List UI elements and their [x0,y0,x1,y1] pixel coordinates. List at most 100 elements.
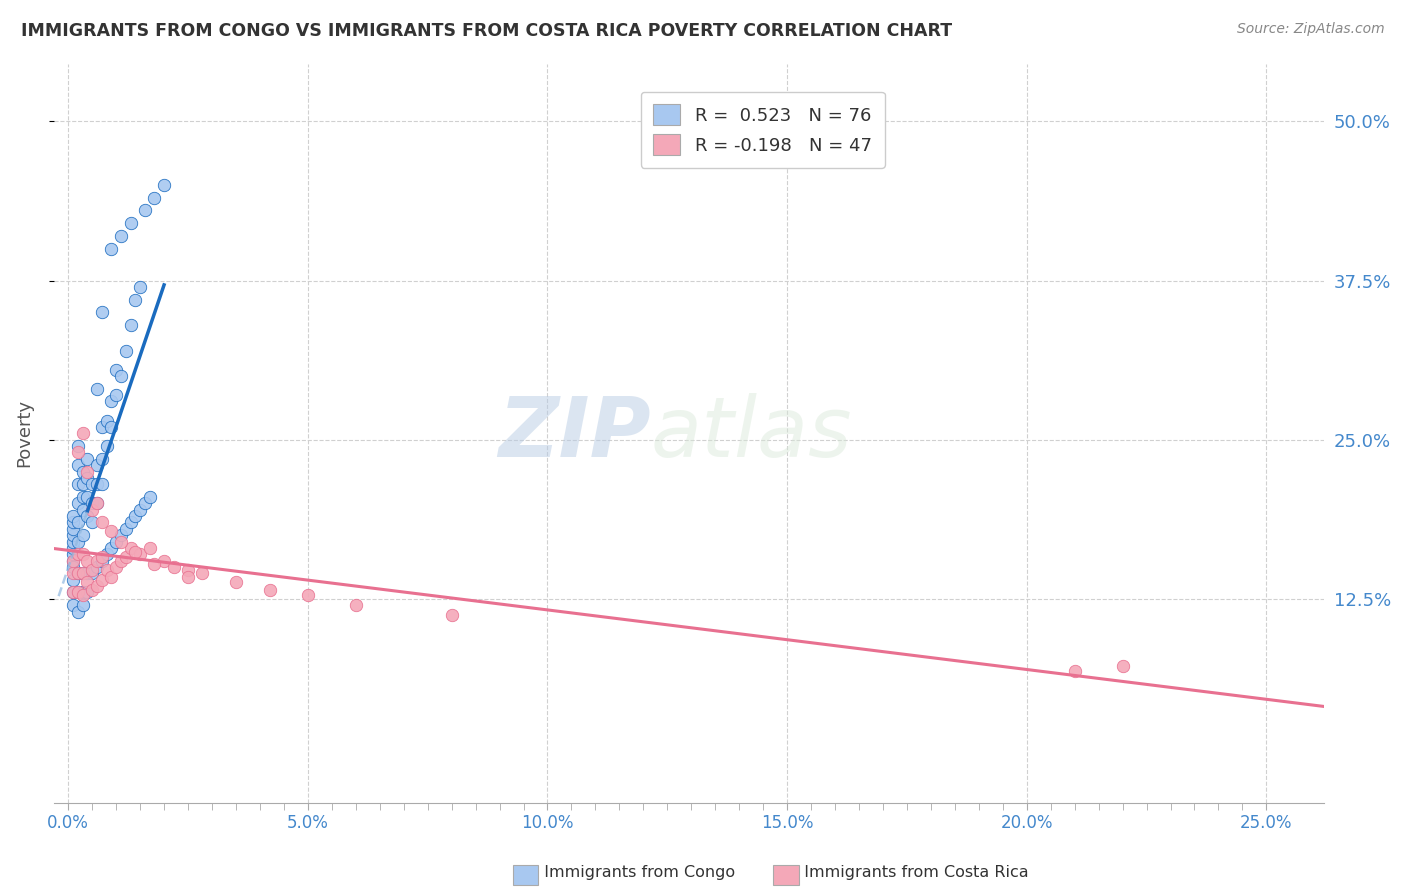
Point [62,585,84,599]
Point [72,566,94,581]
Point [66,534,89,549]
Point [129,547,152,561]
Point [110,528,132,542]
Point [100,541,122,555]
Point [114,343,136,358]
Point [66,585,89,599]
Point [66,585,89,599]
Point [62,516,84,530]
Point [62,547,84,561]
Point [120,318,142,332]
Point [76,451,98,466]
Point [76,585,98,599]
Point [90,477,112,491]
Point [110,369,132,384]
Point [66,439,89,453]
Point [124,293,146,307]
Point [90,451,112,466]
Point [72,465,94,479]
Point [82,516,104,530]
Point [134,496,156,510]
Point [72,585,94,599]
Point [82,502,104,516]
Point [66,547,89,561]
Point [66,605,89,619]
Point [124,509,146,524]
Point [72,426,94,441]
Point [90,516,112,530]
Point [82,566,104,581]
Point [114,522,136,536]
Point [76,554,98,568]
Point [143,558,166,572]
Point [82,477,104,491]
Point [72,588,94,602]
Point [191,566,214,581]
Point [62,599,84,613]
Point [76,566,98,581]
Point [110,554,132,568]
Legend: R =  0.523   N = 76, R = -0.198   N = 47: R = 0.523 N = 76, R = -0.198 N = 47 [641,92,884,168]
Point [96,439,118,453]
Text: IMMIGRANTS FROM CONGO VS IMMIGRANTS FROM COSTA RICA POVERTY CORRELATION CHART: IMMIGRANTS FROM CONGO VS IMMIGRANTS FROM… [21,22,952,40]
Point [90,420,112,434]
Point [62,560,84,574]
Text: Source: ZipAtlas.com: Source: ZipAtlas.com [1237,22,1385,37]
Point [105,560,128,574]
Point [72,547,94,561]
Point [120,541,142,555]
Point [72,502,94,516]
Point [129,502,152,516]
Text: ZIP: ZIP [498,392,651,474]
Text: Immigrants from Congo: Immigrants from Congo [534,865,735,880]
Point [62,573,84,587]
Point [124,545,146,559]
Point [100,420,122,434]
Point [72,477,94,491]
Point [76,465,98,479]
Point [90,554,112,568]
Point [86,496,108,510]
Point [100,570,122,584]
Point [86,579,108,593]
Point [86,560,108,574]
Point [66,445,89,459]
Point [105,534,128,549]
Point [90,549,112,564]
Point [66,566,89,581]
Point [96,414,118,428]
Point [1063,665,1085,679]
Point [62,566,84,581]
Point [66,477,89,491]
Y-axis label: Poverty: Poverty [15,400,32,467]
Point [110,534,132,549]
Point [259,582,281,597]
Point [110,229,132,244]
Text: Immigrants from Costa Rica: Immigrants from Costa Rica [794,865,1029,880]
Point [120,516,142,530]
Point [114,549,136,564]
Point [86,458,108,472]
Point [96,563,118,577]
Point [66,516,89,530]
Point [76,490,98,504]
Point [297,588,319,602]
Point [72,490,94,504]
Point [66,496,89,510]
Point [86,477,108,491]
Point [90,573,112,587]
Point [134,203,156,218]
Point [100,242,122,256]
Point [86,554,108,568]
Point [66,458,89,472]
Point [62,541,84,555]
Point [62,528,84,542]
Point [105,388,128,402]
Point [62,522,84,536]
Point [138,541,160,555]
Point [72,528,94,542]
Point [177,563,200,577]
Point [129,280,152,294]
Point [163,560,186,574]
Point [86,382,108,396]
